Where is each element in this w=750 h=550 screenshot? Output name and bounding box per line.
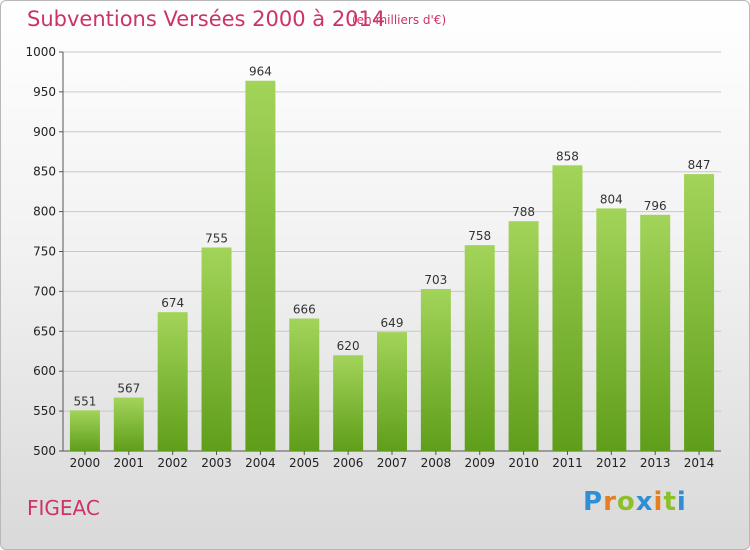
x-tick-label-2001: 2001 (114, 456, 145, 470)
value-label-2000: 551 (73, 394, 96, 408)
x-tick-label-2014: 2014 (684, 456, 715, 470)
proxiti-logo[interactable]: Proxiti (583, 487, 687, 517)
value-label-2012: 804 (600, 192, 623, 206)
y-tick-label: 500 (33, 444, 56, 458)
x-tick-label-2004: 2004 (245, 456, 276, 470)
bar-2014 (684, 174, 715, 451)
bar-2005 (289, 318, 320, 451)
bar-2012 (596, 208, 627, 451)
value-label-2013: 796 (644, 199, 667, 213)
y-tick-label: 550 (33, 404, 56, 418)
y-tick-label: 900 (33, 125, 56, 139)
y-tick-label: 650 (33, 324, 56, 338)
x-tick-label-2002: 2002 (157, 456, 188, 470)
value-label-2002: 674 (161, 296, 184, 310)
x-tick-label-2003: 2003 (201, 456, 232, 470)
x-tick-label-2009: 2009 (464, 456, 495, 470)
value-label-2005: 666 (293, 303, 316, 317)
value-label-2006: 620 (337, 339, 360, 353)
value-label-2004: 964 (249, 65, 272, 79)
y-tick-label: 750 (33, 245, 56, 259)
y-tick-label: 800 (33, 205, 56, 219)
value-label-2003: 755 (205, 232, 228, 246)
chart-subtitle: (en milliers d'€) (352, 13, 447, 27)
value-label-2011: 858 (556, 149, 579, 163)
x-tick-label-2011: 2011 (552, 456, 583, 470)
value-label-2008: 703 (424, 273, 447, 287)
bar-2004 (245, 80, 276, 451)
bar-2001 (113, 397, 144, 451)
value-label-2007: 649 (381, 316, 404, 330)
bar-2011 (552, 165, 583, 452)
value-label-2010: 788 (512, 205, 535, 219)
bar-2006 (333, 355, 364, 451)
bar-2007 (377, 332, 407, 451)
y-tick-label: 700 (33, 284, 56, 298)
bar-2010 (508, 221, 539, 451)
chart-title: Subventions Versées 2000 à 2014 (27, 7, 386, 31)
x-tick-label-2008: 2008 (421, 456, 452, 470)
x-tick-label-2010: 2010 (508, 456, 539, 470)
value-label-2001: 567 (117, 382, 140, 396)
x-tick-label-2007: 2007 (377, 456, 408, 470)
x-tick-label-2013: 2013 (640, 456, 671, 470)
commune-name: FIGEAC (27, 496, 100, 520)
labels: 551 2000 567 2001 674 2002 755 2003 964 2004 666 20… (70, 65, 715, 470)
bars (69, 80, 715, 452)
y-tick-label: 850 (33, 165, 56, 179)
value-label-2009: 758 (468, 229, 491, 243)
x-tick-label-2000: 2000 (70, 456, 101, 470)
y-tick-label: 600 (33, 364, 56, 378)
bar-2000 (69, 410, 100, 451)
bar-2002 (157, 312, 188, 451)
bar-2013 (640, 214, 671, 451)
x-tick-label-2006: 2006 (333, 456, 364, 470)
bar-2003 (201, 247, 232, 451)
value-label-2014: 847 (688, 158, 711, 172)
x-tick-label-2012: 2012 (596, 456, 627, 470)
bar-2009 (464, 245, 495, 451)
y-tick-label: 1000 (25, 45, 56, 59)
bar-2008 (420, 289, 451, 451)
y-tick-label: 950 (33, 85, 56, 99)
x-tick-label-2005: 2005 (289, 456, 320, 470)
